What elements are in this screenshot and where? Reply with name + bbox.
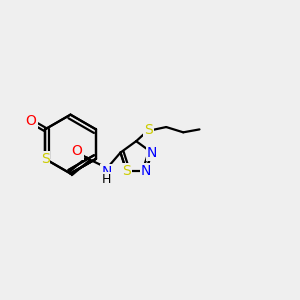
Text: N: N bbox=[141, 164, 151, 178]
Text: O: O bbox=[26, 114, 36, 128]
Text: H: H bbox=[102, 173, 111, 186]
Text: N: N bbox=[101, 165, 112, 179]
Text: O: O bbox=[71, 145, 82, 158]
Text: S: S bbox=[40, 152, 50, 166]
Text: S: S bbox=[122, 164, 131, 178]
Text: S: S bbox=[144, 123, 153, 137]
Text: N: N bbox=[147, 146, 157, 160]
